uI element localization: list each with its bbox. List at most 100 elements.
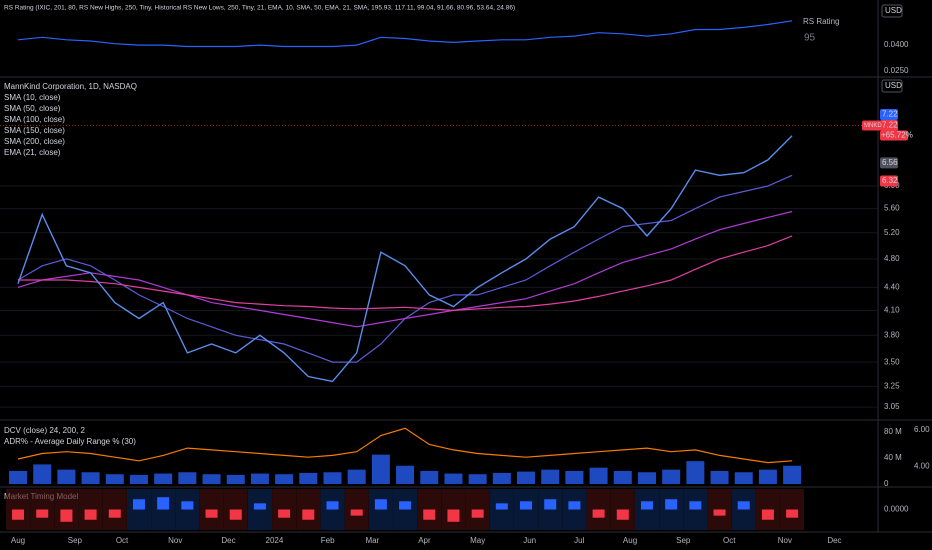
moving-average <box>18 235 793 312</box>
volume-bar <box>420 470 439 484</box>
y-tick-label: 4.10 <box>884 306 900 315</box>
volume-bar <box>444 473 463 484</box>
x-tick-label: May <box>470 536 485 545</box>
y-tick-label: 40 M <box>884 453 902 462</box>
y-tick-label: 0.0250 <box>884 66 909 75</box>
x-tick-label: Oct <box>116 536 129 545</box>
y-tick-label: 3.05 <box>884 402 900 411</box>
indicator-label: SMA (150, close) <box>4 126 65 135</box>
timing-bar <box>326 501 339 510</box>
timing-bar <box>350 509 363 516</box>
volume-bar <box>129 474 148 484</box>
timing-bar <box>132 499 145 510</box>
indicator-label: SMA (10, close) <box>4 93 61 102</box>
indicator-label: SMA (200, close) <box>4 137 65 146</box>
x-tick-label: Dec <box>827 536 841 545</box>
x-tick-label: Aug <box>623 536 637 545</box>
y-tick-label: 5.60 <box>884 204 900 213</box>
rs-rating-label: RS Rating <box>803 17 839 26</box>
volume-bar <box>154 473 173 484</box>
volume-bar <box>275 474 294 484</box>
timing-bar <box>761 509 774 520</box>
timing-bar <box>786 509 799 518</box>
x-tick-label: Nov <box>778 536 792 545</box>
price-badge-text: 7.22 <box>882 121 898 130</box>
indicator-title: DCV (close) 24, 200, 2 <box>4 426 85 435</box>
volume-bar <box>492 472 511 484</box>
timing-bar <box>616 509 629 520</box>
volume-bar <box>613 470 632 484</box>
price-badge <box>880 120 898 132</box>
y-tick-label: 4.40 <box>884 282 900 291</box>
timing-bar <box>229 509 242 520</box>
volume-bar <box>565 470 584 484</box>
x-tick-label: Apr <box>418 536 431 545</box>
y-tick-label: 3.50 <box>884 357 900 366</box>
currency: USD <box>885 6 902 15</box>
volume-bar <box>662 469 681 484</box>
timing-bar <box>399 501 412 510</box>
volume-bar <box>396 465 415 484</box>
x-tick-label: Jul <box>574 536 584 545</box>
price-badge <box>880 157 898 169</box>
volume-bar <box>710 470 729 484</box>
volume-bar <box>468 474 487 484</box>
timing-bar <box>665 499 678 510</box>
timing-bar <box>36 509 49 518</box>
timing-bar <box>592 509 605 518</box>
y-tick-label: 0.0000 <box>884 505 909 514</box>
x-tick-label: Jun <box>523 536 536 545</box>
currency-box <box>881 4 903 18</box>
y-tick-label: 6.00 <box>914 425 930 434</box>
timing-bar <box>737 501 750 510</box>
volume-bar <box>347 469 366 484</box>
timing-bar <box>471 509 484 518</box>
indicator-subtitle: ADR% - Average Daily Range % (30) <box>4 437 136 446</box>
timing-bar <box>205 509 218 518</box>
y-tick-label: 0 <box>884 479 889 488</box>
timing-bar <box>181 501 194 510</box>
x-tick-label: Feb <box>321 536 335 545</box>
volume-bar <box>517 471 536 484</box>
volume-bar <box>178 472 197 484</box>
timing-bar <box>495 503 508 510</box>
timing-bar <box>60 509 73 522</box>
rs-line <box>17 20 793 48</box>
timing-bar <box>713 509 726 516</box>
timing-bar <box>640 501 653 510</box>
ticker-badge <box>862 120 882 131</box>
timing-bar <box>302 509 315 520</box>
x-tick-label: Dec <box>221 536 235 545</box>
timing-bar <box>12 509 25 520</box>
timing-bar <box>108 509 121 518</box>
x-tick-label: Aug <box>11 536 25 545</box>
volume-bar <box>81 472 100 484</box>
volume-bar <box>323 472 342 484</box>
timing-bar <box>447 509 460 522</box>
volume-bar <box>299 472 318 484</box>
volume-bar <box>57 469 76 484</box>
x-tick-label: Mar <box>366 536 380 545</box>
price-badge-text: 6.32 <box>882 176 898 185</box>
timing-bar <box>84 509 97 520</box>
price-badge-text: 7.22 <box>882 110 898 119</box>
y-tick-label: 5.20 <box>884 228 900 237</box>
indicator-label: EMA (21, close) <box>4 148 61 157</box>
y-tick-label: 3.80 <box>884 330 900 339</box>
indicator-title: RS Rating (IXIC, 201, 80, RS New Highs, … <box>4 5 515 12</box>
timing-bar <box>520 501 533 510</box>
price-badge-text: 6.56 <box>882 158 898 167</box>
timing-bar <box>689 501 702 510</box>
moving-average <box>17 174 793 363</box>
volume-bar <box>33 464 52 484</box>
timing-bar <box>374 499 387 510</box>
volume-bar <box>105 474 124 484</box>
y-tick-label: 0.0400 <box>884 40 909 49</box>
rs-rating: 95 <box>804 33 816 44</box>
timing-bar <box>157 497 170 510</box>
volume-bar <box>202 474 221 484</box>
change-badge <box>880 130 908 141</box>
timing-bar <box>278 509 291 518</box>
volume-bar <box>734 472 753 484</box>
